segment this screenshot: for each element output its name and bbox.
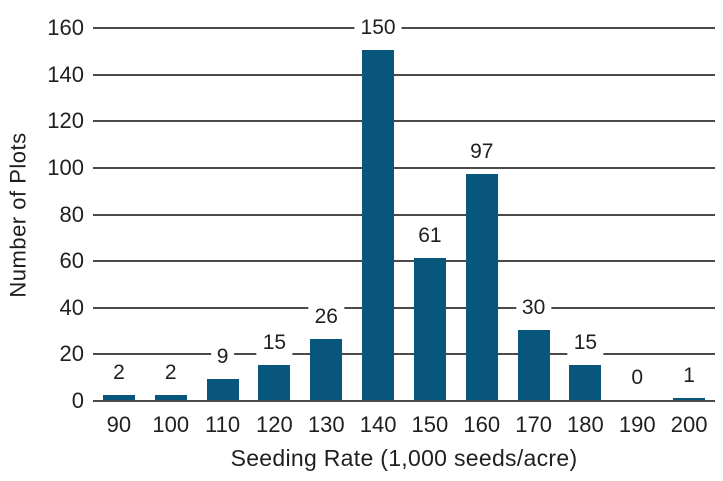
bar-value-label: 26 — [308, 305, 344, 330]
x-axis-line — [93, 400, 715, 402]
y-tick-label: 140 — [47, 61, 84, 87]
y-tick-label: 160 — [47, 15, 84, 40]
x-tick-label: 190 — [618, 412, 656, 437]
bar-value-label: 2 — [158, 361, 183, 386]
bar-value-label: 15 — [567, 331, 604, 356]
gridline — [93, 306, 715, 309]
gridline — [93, 213, 715, 216]
gridline — [93, 120, 715, 123]
gridline — [93, 27, 715, 29]
y-tick-label: 120 — [47, 108, 84, 134]
bar — [413, 257, 446, 400]
bar-value-label: 15 — [256, 331, 293, 356]
bar — [517, 330, 550, 400]
bar-value-label: 30 — [515, 296, 552, 321]
bar-value-label: 1 — [677, 363, 701, 388]
x-tick-label: 160 — [463, 412, 501, 437]
bar — [362, 50, 395, 400]
y-tick-label: 100 — [47, 154, 84, 180]
x-tick-label: 180 — [567, 412, 604, 437]
bar-value-label: 2 — [107, 361, 131, 386]
bar-value-label: 150 — [354, 16, 402, 41]
bar — [154, 395, 187, 400]
gridline — [93, 353, 715, 356]
bar — [310, 339, 343, 400]
gridline — [93, 260, 715, 263]
x-tick-label: 90 — [106, 412, 132, 437]
bar — [569, 365, 602, 400]
bar-value-label: 9 — [210, 345, 235, 370]
x-tick-label: 200 — [670, 412, 708, 437]
x-tick-label: 140 — [359, 412, 397, 437]
bar — [465, 173, 498, 400]
plot-area: 2 2 9 15 26 150 61 97 30 15 0 1 — [93, 16, 715, 402]
x-axis-title: Seeding Rate (1,000 seeds/acre) — [230, 445, 578, 471]
gridline — [93, 166, 715, 169]
x-tick-label: 170 — [515, 412, 552, 437]
y-tick-label: 20 — [59, 341, 84, 367]
x-tick-label: 120 — [256, 412, 293, 437]
bar — [258, 365, 291, 400]
y-tick-label: 80 — [59, 201, 84, 227]
bar — [206, 379, 239, 400]
y-tick-label: 0 — [71, 388, 84, 413]
x-tick-label: 150 — [411, 412, 449, 437]
bar-value-label: 0 — [625, 366, 650, 390]
x-tick-label: 130 — [307, 412, 345, 437]
gridline — [93, 73, 715, 76]
bar-value-label: 61 — [412, 223, 448, 248]
y-tick-label: 40 — [59, 294, 84, 320]
x-tick-label: 100 — [152, 412, 190, 437]
bar — [102, 395, 135, 400]
x-tick-label: 110 — [205, 412, 241, 437]
y-tick-label: 60 — [59, 248, 84, 274]
bar — [673, 397, 706, 400]
bar-value-label: 97 — [464, 139, 500, 164]
